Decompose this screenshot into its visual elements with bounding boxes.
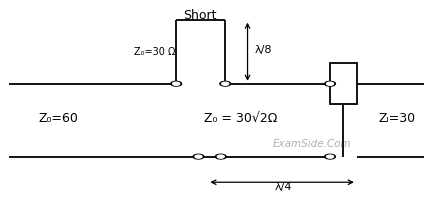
Circle shape [173, 82, 180, 85]
Circle shape [325, 154, 335, 159]
Circle shape [215, 154, 226, 159]
Circle shape [171, 81, 182, 86]
Circle shape [222, 82, 229, 85]
Text: ExamSide.Com: ExamSide.Com [273, 139, 351, 149]
Bar [330, 63, 357, 104]
Circle shape [195, 155, 202, 158]
Text: Zₗ=30: Zₗ=30 [378, 112, 416, 125]
Circle shape [326, 155, 334, 158]
Text: Z₀=30 Ω: Z₀=30 Ω [134, 47, 175, 57]
Text: λ/4: λ/4 [274, 182, 292, 192]
Circle shape [193, 154, 204, 159]
Text: Z₀=60: Z₀=60 [38, 112, 78, 125]
Circle shape [325, 81, 335, 86]
Text: Z₀ = 30√2Ω: Z₀ = 30√2Ω [204, 112, 277, 125]
Circle shape [326, 82, 334, 85]
Circle shape [220, 81, 231, 86]
Text: Short: Short [183, 9, 217, 22]
Circle shape [217, 155, 224, 158]
Text: λ/8: λ/8 [254, 45, 272, 55]
